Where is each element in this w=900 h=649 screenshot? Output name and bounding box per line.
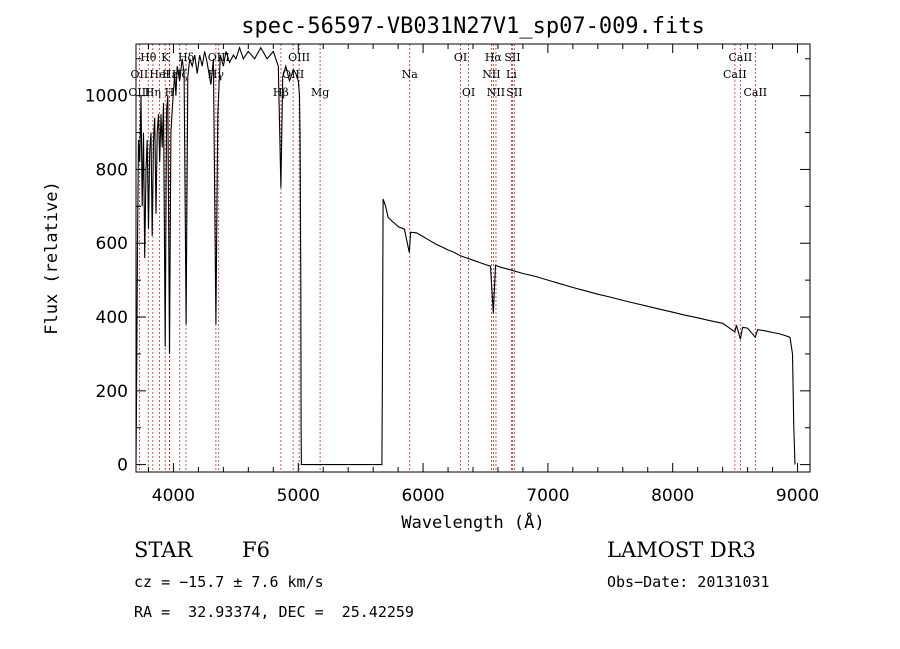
line-marker-label: SII	[504, 51, 520, 64]
observation-date: Obs−Date: 20131031	[607, 573, 770, 591]
line-marker-label: HeI	[149, 68, 169, 81]
line-marker-label: OI	[462, 86, 475, 99]
line-marker-label: Na	[402, 68, 419, 81]
plot-frame	[135, 43, 811, 473]
line-marker-label: CaII	[743, 86, 767, 99]
y-axis-label: Flux (relative)	[42, 181, 62, 335]
spectrum-line	[135, 45, 796, 466]
redshift-cz: cz = −15.7 ± 7.6 km/s	[134, 573, 324, 591]
line-marker-label: Hγ	[208, 68, 225, 81]
line-marker-label: OII	[131, 68, 149, 81]
line-marker-label: SII	[506, 86, 522, 99]
line-marker-label: Li	[506, 68, 517, 81]
line-marker-label: CaII	[729, 51, 753, 64]
line-marker-label: CaII	[723, 68, 747, 81]
survey-name: LAMOST DR3	[607, 538, 756, 562]
axis-tick-labels: 4000 5000 6000 7000 8000 9000 0 200 400 600 800 100…	[85, 87, 819, 506]
line-marker-label: OIII	[288, 51, 310, 64]
line-marker-label: Mg	[311, 86, 329, 99]
line-marker-label: NII	[482, 68, 500, 81]
x-tick-label: 8000	[651, 486, 694, 506]
line-marker-label: K	[161, 51, 170, 64]
object-class: STAR	[134, 538, 193, 562]
line-marker-label: OI	[454, 51, 467, 64]
line-marker-label: Hβ	[273, 86, 289, 99]
y-tick-label: 0	[117, 456, 128, 476]
line-marker-label: H	[165, 86, 175, 99]
line-marker-label: OIII	[128, 86, 150, 99]
y-tick-label: 200	[96, 382, 128, 402]
y-tick-label: 800	[96, 160, 128, 180]
chart-title: spec-56597-VB031N27V1_sp07-009.fits	[241, 14, 705, 39]
axis-ticks	[136, 44, 810, 472]
spectral-subclass: F6	[242, 538, 270, 562]
x-tick-label: 6000	[401, 486, 444, 506]
y-tick-label: 400	[96, 308, 128, 328]
line-marker-label: Hε	[162, 68, 178, 81]
line-marker-label: NII	[487, 86, 505, 99]
line-marker-label: Hη	[145, 86, 161, 99]
line-marker-label: Hα	[485, 51, 503, 64]
y-tick-label: 600	[96, 234, 128, 254]
ra-dec-coordinates: RA = 32.93374, DEC = 25.42259	[134, 603, 414, 621]
line-marker-label: Hδ	[178, 51, 195, 64]
x-tick-label: 5000	[277, 486, 320, 506]
x-tick-label: 9000	[776, 486, 819, 506]
line-marker-label: OIII	[208, 51, 230, 64]
y-tick-label: 1000	[85, 87, 128, 107]
x-tick-label: 7000	[526, 486, 569, 506]
x-axis-label: Wavelength (Å)	[401, 511, 544, 533]
line-marker-label: Hζ	[172, 68, 188, 81]
line-marker-label: Hθ	[140, 51, 157, 64]
line-marker-label: OIII	[282, 68, 304, 81]
x-tick-label: 4000	[152, 486, 195, 506]
emission-line-markers	[138, 44, 756, 472]
